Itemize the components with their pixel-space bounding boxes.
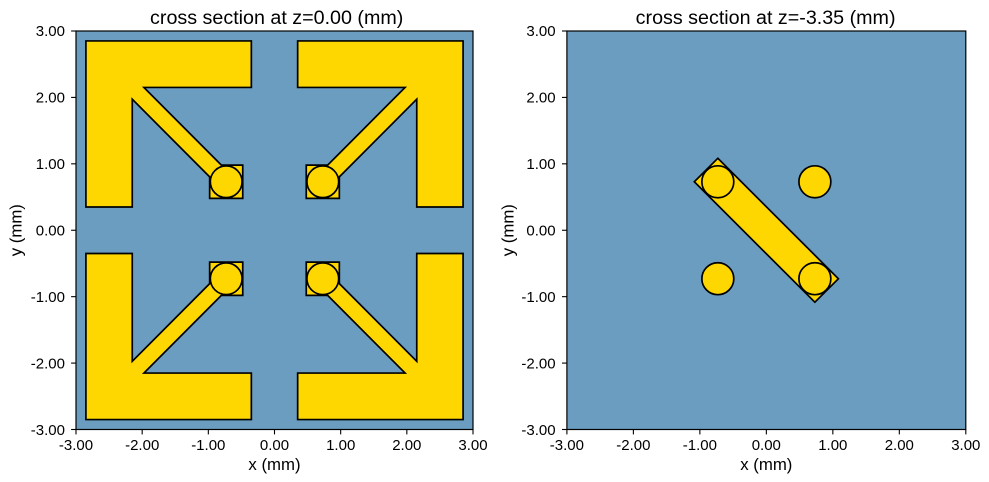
- svg-text:0.00: 0.00: [260, 437, 289, 454]
- svg-text:x (mm): x (mm): [248, 455, 300, 474]
- svg-text:y (mm): y (mm): [7, 204, 26, 256]
- svg-text:-2.00: -2.00: [521, 355, 555, 372]
- svg-text:1.00: 1.00: [326, 437, 355, 454]
- svg-text:3.00: 3.00: [36, 23, 65, 40]
- svg-text:-1.00: -1.00: [191, 437, 225, 454]
- svg-text:1.00: 1.00: [818, 437, 847, 454]
- svg-text:-1.00: -1.00: [521, 289, 555, 306]
- svg-text:1.00: 1.00: [36, 156, 65, 173]
- svg-text:-3.00: -3.00: [521, 422, 555, 439]
- svg-text:3.00: 3.00: [458, 437, 487, 454]
- svg-text:x (mm): x (mm): [740, 455, 792, 474]
- svg-text:2.00: 2.00: [885, 437, 914, 454]
- svg-text:y (mm): y (mm): [499, 204, 518, 256]
- svg-text:2.00: 2.00: [526, 90, 555, 107]
- svg-text:-2.00: -2.00: [616, 437, 650, 454]
- svg-text:2.00: 2.00: [392, 437, 421, 454]
- svg-text:0.00: 0.00: [526, 223, 555, 240]
- svg-text:-3.00: -3.00: [31, 422, 65, 439]
- svg-text:3.00: 3.00: [951, 437, 980, 454]
- svg-text:-1.00: -1.00: [31, 289, 65, 306]
- svg-text:-2.00: -2.00: [125, 437, 159, 454]
- svg-text:0.00: 0.00: [752, 437, 781, 454]
- svg-text:0.00: 0.00: [36, 223, 65, 240]
- svg-text:cross section at z=0.00 (mm): cross section at z=0.00 (mm): [150, 7, 403, 29]
- svg-text:cross section at z=-3.35 (mm): cross section at z=-3.35 (mm): [636, 7, 896, 29]
- svg-text:2.00: 2.00: [36, 90, 65, 107]
- svg-text:-3.00: -3.00: [550, 437, 584, 454]
- svg-text:-3.00: -3.00: [59, 437, 93, 454]
- svg-text:-2.00: -2.00: [31, 355, 65, 372]
- svg-text:1.00: 1.00: [526, 156, 555, 173]
- svg-text:-1.00: -1.00: [683, 437, 717, 454]
- svg-text:3.00: 3.00: [526, 23, 555, 40]
